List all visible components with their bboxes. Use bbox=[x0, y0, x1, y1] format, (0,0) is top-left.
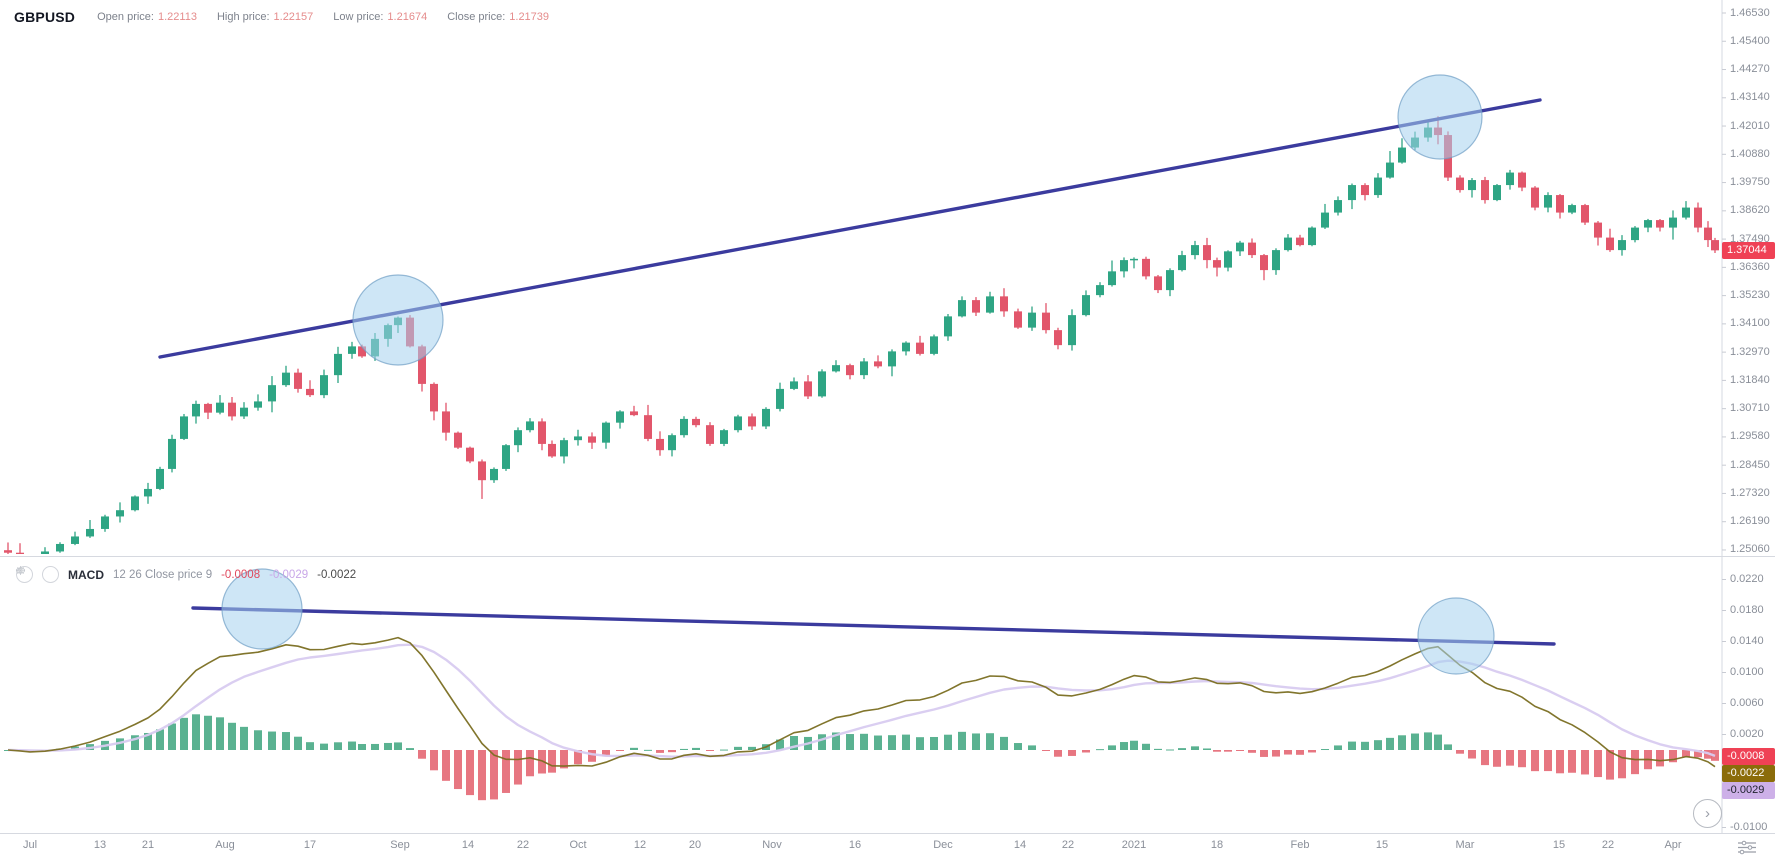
time-axis-label: Nov bbox=[762, 839, 782, 851]
time-axis-label: 17 bbox=[303, 839, 317, 851]
price-axis-label: 1.31840 bbox=[1730, 373, 1770, 386]
highlight-circle[interactable] bbox=[1417, 597, 1495, 675]
time-axis-label: 18 bbox=[1210, 839, 1224, 851]
macd-axis-label: 0.0100 bbox=[1730, 666, 1764, 678]
price-axis-label: 1.40880 bbox=[1730, 147, 1770, 160]
price-axis-label: 1.35230 bbox=[1730, 289, 1770, 302]
ohlc-value: 1.21739 bbox=[509, 11, 550, 23]
time-axis-label: 15 bbox=[1552, 839, 1566, 851]
price-axis-label: 1.44270 bbox=[1730, 63, 1770, 76]
macd-title[interactable]: MACD bbox=[68, 567, 104, 582]
highlight-circle[interactable] bbox=[221, 568, 303, 650]
time-axis-label: 14 bbox=[1013, 839, 1027, 851]
macd-axis-label: 0.0060 bbox=[1730, 697, 1764, 709]
price-axis-label: 1.27320 bbox=[1730, 486, 1770, 499]
macd-value-tag: -0.0022 bbox=[1722, 764, 1775, 782]
trendline[interactable] bbox=[191, 606, 1556, 646]
current-price-tag: 1.37044 bbox=[1722, 241, 1775, 259]
price-axis-label: 1.34100 bbox=[1730, 317, 1770, 330]
macd-axis-label: 0.0140 bbox=[1730, 635, 1764, 647]
highlight-circle[interactable] bbox=[352, 274, 444, 366]
time-axis-label: 13 bbox=[93, 839, 107, 851]
price-axis-label: 1.25060 bbox=[1730, 543, 1770, 556]
gear-icon[interactable] bbox=[16, 566, 59, 583]
price-axis-label: 1.39750 bbox=[1730, 176, 1770, 189]
price-axis-label: 1.42010 bbox=[1730, 119, 1770, 132]
macd-axis-label: 0.0220 bbox=[1730, 573, 1764, 585]
chart-header: GBPUSD Open price: 1.22113 High price: 1.22… bbox=[14, 9, 549, 25]
eye-icon[interactable] bbox=[16, 566, 33, 583]
time-axis-label: 16 bbox=[848, 839, 862, 851]
time-axis-label: Feb bbox=[1290, 839, 1310, 851]
price-axis-label: 1.43140 bbox=[1730, 91, 1770, 104]
macd-macd-value: -0.0022 bbox=[317, 568, 357, 581]
ohlc-value: 1.22157 bbox=[273, 11, 314, 23]
time-axis-label: Mar bbox=[1455, 839, 1475, 851]
time-axis-label: 2021 bbox=[1121, 839, 1147, 851]
macd-axis-label: -0.0100 bbox=[1730, 821, 1768, 833]
price-axis-label: 1.37490 bbox=[1730, 232, 1770, 245]
time-axis-label: 14 bbox=[461, 839, 475, 851]
macd-axis-label: 0.0180 bbox=[1730, 604, 1764, 616]
price-axis-label: 1.45400 bbox=[1730, 34, 1770, 47]
price-axis-label: 1.36360 bbox=[1730, 260, 1770, 273]
time-axis-label: Aug bbox=[215, 839, 235, 851]
macd-header: MACD 12 26 Close price 9 -0.0008 -0.0029… bbox=[16, 566, 356, 583]
ohlc-item: Close price: 1.21739 bbox=[447, 11, 549, 23]
time-axis-label: Dec bbox=[933, 839, 953, 851]
highlight-circle[interactable] bbox=[1397, 74, 1483, 160]
time-axis-label: 22 bbox=[1601, 839, 1615, 851]
ohlc-item: High price: 1.22157 bbox=[217, 11, 313, 23]
ohlc-value: 1.22113 bbox=[157, 11, 197, 23]
goto-realtime-button[interactable]: › bbox=[1693, 799, 1722, 828]
macd-hist-value: -0.0008 bbox=[221, 568, 261, 581]
price-axis-label: 1.26190 bbox=[1730, 515, 1770, 528]
ohlc-value: 1.21674 bbox=[387, 11, 428, 23]
ohlc-item: Open price: 1.22113 bbox=[97, 11, 197, 23]
time-axis-label: 12 bbox=[633, 839, 647, 851]
price-axis-label: 1.38620 bbox=[1730, 204, 1770, 217]
price-axis-label: 1.32970 bbox=[1730, 345, 1770, 358]
price-axis-label: 1.28450 bbox=[1730, 458, 1770, 471]
time-axis-label: Apr bbox=[1664, 839, 1682, 851]
time-axis-label: Jul bbox=[22, 839, 38, 851]
axis-ticks bbox=[1722, 12, 1726, 828]
chevron-right-icon: › bbox=[1705, 805, 1710, 822]
macd-axis-label: 0.0020 bbox=[1730, 728, 1764, 740]
symbol-title[interactable]: GBPUSD bbox=[14, 9, 76, 25]
time-axis-label: 21 bbox=[141, 839, 155, 851]
macd-value-tag: -0.0029 bbox=[1722, 781, 1775, 799]
ohlc-legend: Open price: 1.22113 High price: 1.22157 Low … bbox=[97, 11, 549, 23]
macd-value-tag: -0.0008 bbox=[1722, 747, 1775, 765]
time-axis-label: 20 bbox=[688, 839, 702, 851]
time-axis-label: Oct bbox=[569, 839, 587, 851]
price-axis-label: 1.30710 bbox=[1730, 402, 1770, 415]
time-axis-label: 22 bbox=[1061, 839, 1075, 851]
ohlc-label: High price: bbox=[216, 11, 270, 23]
price-axis-label: 1.46530 bbox=[1730, 6, 1770, 19]
time-axis-label: 22 bbox=[516, 839, 530, 851]
macd-signal-value: -0.0029 bbox=[269, 568, 309, 581]
ohlc-label: Low price: bbox=[333, 11, 384, 23]
macd-params: 12 26 Close price 9 bbox=[113, 568, 213, 581]
time-axis-label: 15 bbox=[1375, 839, 1389, 851]
macd-histogram bbox=[4, 714, 1719, 801]
time-axis-label: Sep bbox=[390, 839, 410, 851]
ohlc-item: Low price: 1.21674 bbox=[333, 11, 427, 23]
ohlc-label: Close price: bbox=[447, 11, 506, 23]
price-axis-label: 1.29580 bbox=[1730, 430, 1770, 443]
ohlc-label: Open price: bbox=[97, 11, 154, 23]
